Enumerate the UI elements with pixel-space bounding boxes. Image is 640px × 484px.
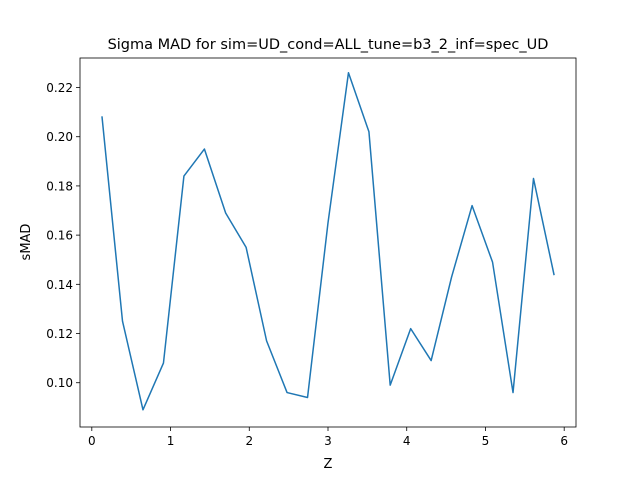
plot-area	[80, 58, 576, 427]
x-axis-label: Z	[324, 457, 333, 472]
y-axis-ticks: 0.10 0.12 0.14 0.16 0.18 0.20 0.22	[46, 81, 80, 390]
y-tick-label: 0.22	[46, 81, 73, 95]
x-tick-label: 2	[245, 434, 253, 448]
y-tick-label: 0.20	[46, 130, 73, 144]
chart-title: Sigma MAD for sim=UD_cond=ALL_tune=b3_2_…	[108, 37, 549, 53]
x-axis-ticks: 0 1 2 3 4 5 6	[88, 427, 568, 448]
y-tick-label: 0.18	[46, 179, 73, 193]
x-tick-label: 4	[403, 434, 411, 448]
y-tick-label: 0.12	[46, 327, 73, 341]
y-tick-label: 0.14	[46, 278, 73, 292]
x-tick-label: 6	[560, 434, 568, 448]
y-tick-label: 0.16	[46, 229, 73, 243]
x-tick-label: 0	[88, 434, 96, 448]
y-axis-label: sMAD	[19, 224, 34, 261]
plot-frame	[79, 57, 577, 428]
x-tick-label: 1	[167, 434, 175, 448]
x-tick-label: 5	[482, 434, 490, 448]
y-tick-label: 0.10	[46, 376, 73, 390]
series-line	[101, 72, 555, 411]
x-tick-label: 3	[324, 434, 332, 448]
